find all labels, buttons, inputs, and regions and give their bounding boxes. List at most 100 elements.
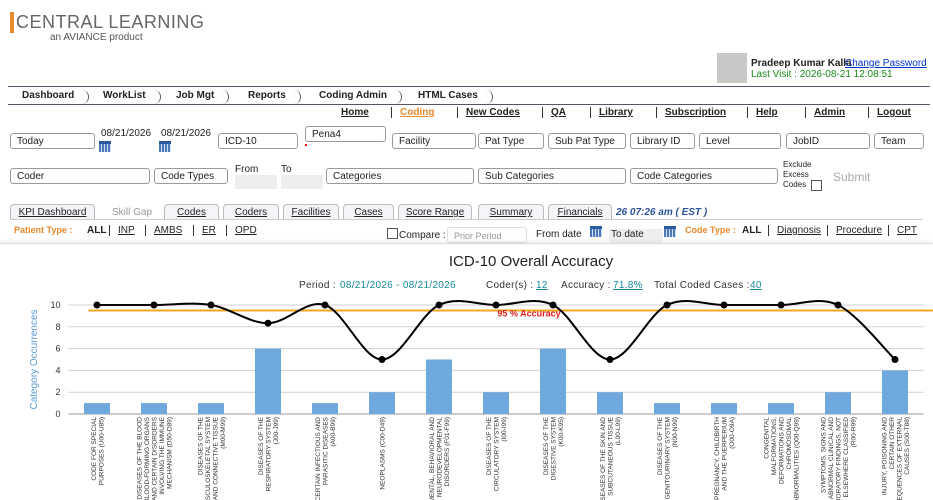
filter-input[interactable]: Today xyxy=(10,133,95,149)
x-tick-label-line: (K00-K95) xyxy=(558,417,565,448)
summary-accuracy[interactable]: 71.8% xyxy=(613,280,643,291)
tab[interactable]: Summary xyxy=(478,204,544,219)
patient-type-label: Patient Type : xyxy=(14,225,73,235)
patient-type-option[interactable]: ER xyxy=(193,225,216,236)
end-date[interactable]: 08/21/2026 xyxy=(161,128,212,139)
menu-link[interactable]: Coding xyxy=(391,107,434,118)
bar xyxy=(483,392,509,414)
filter-input[interactable]: Code Categories xyxy=(630,168,778,184)
tagline: an AVIANCE product xyxy=(50,32,143,43)
tab[interactable]: Financials xyxy=(548,204,612,219)
filter-input[interactable]: Sub Pat Type xyxy=(548,133,626,149)
menu-link[interactable]: Logout xyxy=(868,107,911,118)
menu-link[interactable]: Library xyxy=(590,107,633,118)
x-tick-label-line: DISEASES OF THE xyxy=(657,416,664,475)
x-tick-label-line: DISEASES OF THE SKIN AND xyxy=(600,417,607,500)
filter-input[interactable]: Pena4 xyxy=(305,126,386,142)
nav-bar xyxy=(8,86,930,105)
patient-type-option[interactable]: ALL xyxy=(87,225,107,236)
tab[interactable]: KPI Dashboard xyxy=(10,204,95,219)
accuracy-point xyxy=(207,301,215,309)
nav-tab[interactable]: HTML Cases xyxy=(418,90,493,104)
avatar xyxy=(717,53,747,83)
menu-link[interactable]: QA xyxy=(542,107,566,118)
tab[interactable]: Coders xyxy=(223,204,279,219)
calendar-icon[interactable] xyxy=(159,141,171,152)
threshold-label: 95 % Accuracy xyxy=(497,308,560,318)
code-type-option[interactable]: Diagnosis xyxy=(768,225,821,236)
summary-total[interactable]: 40 xyxy=(750,280,762,291)
filter-input[interactable]: Library ID xyxy=(630,133,695,149)
x-tick-label-line: (J00-J99) xyxy=(273,417,280,446)
patient-type-option[interactable]: INP xyxy=(109,225,135,236)
tab[interactable]: Facilities xyxy=(283,204,339,219)
filter-input[interactable]: Pat Type xyxy=(478,133,544,149)
calendar-icon[interactable] xyxy=(664,226,676,237)
nav-tab[interactable]: Dashboard xyxy=(22,90,90,104)
filter-input[interactable]: Sub Categories xyxy=(478,168,626,184)
x-tick-label-line: DISEASES OF THE xyxy=(543,416,550,475)
change-password[interactable]: Change Password xyxy=(845,58,927,69)
accuracy-point xyxy=(150,301,158,309)
to-input[interactable] xyxy=(281,175,323,189)
menu-link[interactable]: New Codes xyxy=(457,107,520,118)
summary-coders[interactable]: 12 xyxy=(536,280,548,291)
menu-link[interactable]: Help xyxy=(747,107,778,118)
menu-link[interactable]: Admin xyxy=(805,107,845,118)
tab[interactable]: Cases xyxy=(343,204,394,219)
prior-period[interactable]: Prior Period xyxy=(447,227,527,243)
x-tick-label-line: (L00-L99) xyxy=(615,417,622,447)
filter-input[interactable]: Categories xyxy=(326,168,474,184)
filter-input[interactable]: Coder xyxy=(10,168,150,184)
x-tick-label-line: CIRCULATORY SYSTEM xyxy=(494,417,501,493)
x-tick-label-line: (R00-R99) xyxy=(851,417,858,449)
x-tick-label-line: DISEASES OF THE xyxy=(258,416,265,475)
filter-input[interactable]: JobID xyxy=(786,133,870,149)
tab[interactable]: Codes xyxy=(164,204,219,219)
y-tick-label: 4 xyxy=(55,365,60,375)
nav-tab[interactable]: WorkList xyxy=(103,90,161,104)
menu-link[interactable]: Home xyxy=(341,107,369,118)
x-tick-label-line: CONSEQUENCES OF EXTERNAL xyxy=(896,417,903,500)
calendar-icon[interactable] xyxy=(99,141,111,152)
required-mark xyxy=(305,144,307,146)
x-tick-label-line: (I00-I99) xyxy=(501,417,508,443)
accuracy-point xyxy=(549,301,557,309)
x-tick-label-line: MALFORMATIONS, xyxy=(771,417,778,477)
x-tick-label: MENTAL, BEHAVIORAL AND NEURODEVELOPMENTA… xyxy=(429,417,451,500)
patient-type-option[interactable]: AMBS xyxy=(145,225,182,236)
code-type-option[interactable]: ALL xyxy=(742,225,762,236)
submit-button[interactable]: Submit xyxy=(833,170,871,184)
timestamp: 26 07:26 am ( EST ) xyxy=(616,207,708,218)
filter-input[interactable]: ICD-10 xyxy=(218,133,298,149)
bar xyxy=(426,359,452,414)
x-tick-label-line: DISEASES OF THE BLOOD xyxy=(137,417,144,500)
calendar-icon[interactable] xyxy=(590,226,602,237)
start-date[interactable]: 08/21/2026 xyxy=(101,128,152,139)
filter-input[interactable]: Level xyxy=(699,133,781,149)
exclude-label: Excess xyxy=(783,170,809,179)
x-tick-label-line: MENTAL, BEHAVIORAL AND xyxy=(429,417,436,500)
tab[interactable]: Skill Gap xyxy=(104,204,160,219)
x-tick-label-line: PURPOSES (U00-U85) xyxy=(98,417,105,487)
patient-type-option[interactable]: OPD xyxy=(226,225,257,236)
x-tick-label: DISEASES OF THE DIGESTIVE SYSTEM (K00-K9… xyxy=(543,416,565,482)
menu-link[interactable]: Subscription xyxy=(656,107,726,118)
exclude-checkbox[interactable] xyxy=(811,180,822,191)
nav-tab[interactable]: Coding Admin xyxy=(319,90,402,104)
filter-input[interactable]: Code Types xyxy=(154,168,228,184)
from-date: From date xyxy=(536,229,582,240)
x-tick-label-line: ABNORMALITIES (Q00-Q99) xyxy=(794,417,801,500)
tab[interactable]: Score Range xyxy=(398,204,472,219)
x-tick-label-line: CERTAIN INFECTIOUS AND xyxy=(315,417,322,500)
filter-input[interactable]: Facility xyxy=(392,133,476,149)
x-tick-label-line: (M00-M99) xyxy=(220,417,227,451)
nav-tab[interactable]: Job Mgt xyxy=(176,90,230,104)
compare-checkbox[interactable] xyxy=(387,228,398,239)
code-type-option[interactable]: Procedure xyxy=(827,225,882,236)
from-input[interactable] xyxy=(235,175,277,189)
code-type-option[interactable]: CPT xyxy=(888,225,917,236)
nav-tab[interactable]: Reports xyxy=(248,90,301,104)
y-tick-label: 0 xyxy=(55,409,60,419)
filter-input[interactable]: Team xyxy=(874,133,924,149)
